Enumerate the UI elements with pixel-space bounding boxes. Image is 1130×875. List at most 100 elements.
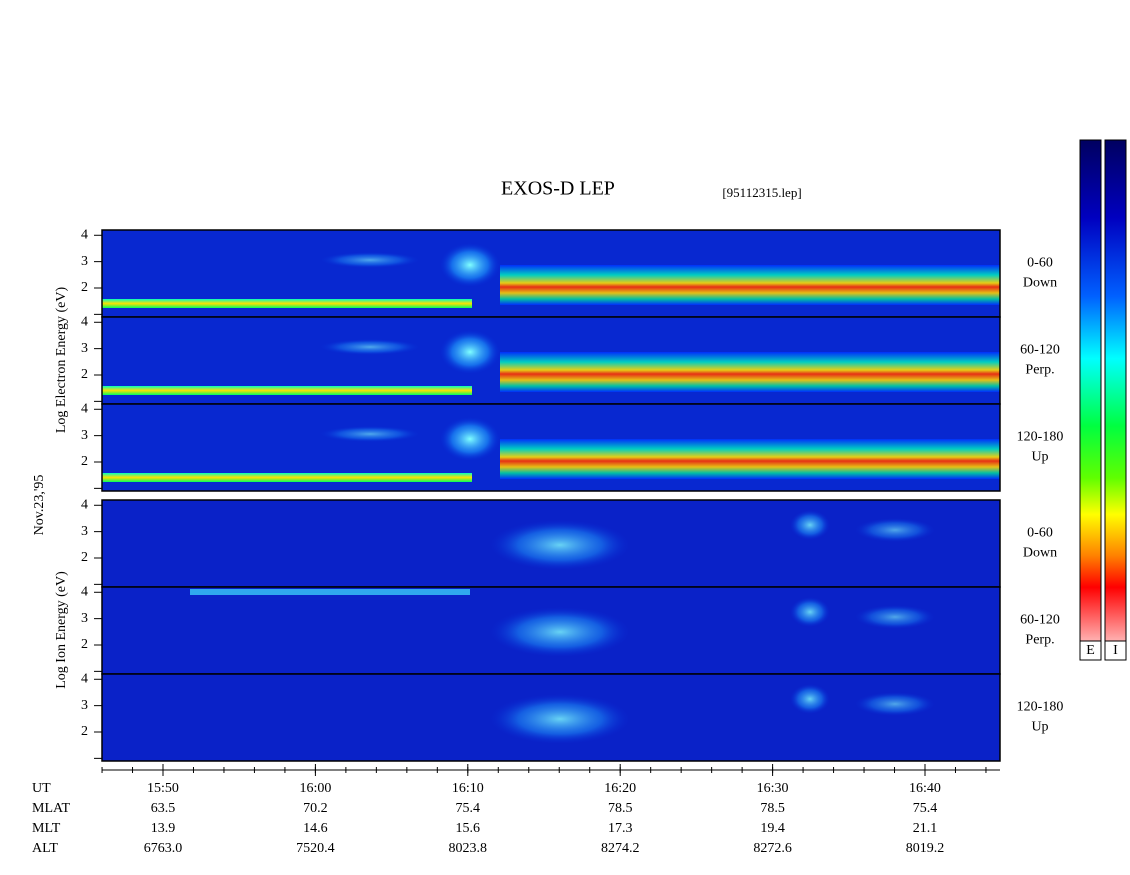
- ephemeris-value: 8019.2: [906, 841, 945, 856]
- ion-feature: [855, 518, 935, 542]
- ephemeris-value: 78.5: [608, 801, 633, 816]
- plasma-band: [500, 439, 1000, 479]
- energy-tick-label: 3: [81, 254, 88, 269]
- ephemeris-value: 16:10: [452, 781, 484, 796]
- diffuse-feature: [320, 252, 420, 268]
- energy-tick-label: 3: [81, 341, 88, 356]
- energy-tick-label: 3: [81, 611, 88, 626]
- color-bars: [1079, 139, 1127, 661]
- ion-feature: [855, 692, 935, 716]
- diffuse-feature: [320, 426, 420, 442]
- ephemeris-value: 19.4: [760, 821, 785, 836]
- color-bar-label: I: [1113, 643, 1118, 658]
- ephemeris-value: 63.5: [151, 801, 176, 816]
- plasma-onset: [440, 243, 500, 287]
- energy-tick-label: 2: [81, 724, 88, 739]
- energy-tick-label: 2: [81, 280, 88, 295]
- ephemeris-value: 6763.0: [144, 841, 183, 856]
- angle-range-label: 60-120: [1020, 613, 1060, 628]
- ephemeris-row-label: MLT: [32, 821, 61, 836]
- ephemeris-value: 16:40: [909, 781, 941, 796]
- plasma-onset: [440, 330, 500, 374]
- plasma-band: [500, 265, 1000, 305]
- angle-range-label: 60-120: [1020, 343, 1060, 358]
- angle-range-label: 0-60: [1027, 256, 1053, 271]
- title: EXOS-D LEP: [501, 178, 615, 200]
- energy-tick-label: 2: [81, 454, 88, 469]
- ephemeris-value: 75.4: [456, 801, 481, 816]
- color-bar-label-box: [1079, 640, 1102, 661]
- ephemeris-value: 17.3: [608, 821, 633, 836]
- angle-direction-label: Up: [1031, 450, 1048, 465]
- color-bar-label: E: [1086, 643, 1095, 658]
- spectrogram-panel: [101, 403, 1001, 492]
- energy-tick-label: 4: [81, 671, 88, 686]
- ion-feature: [855, 605, 935, 629]
- angle-direction-label: Perp.: [1025, 633, 1054, 648]
- color-bar: [1104, 139, 1127, 661]
- ephemeris-value: 13.9: [151, 821, 176, 836]
- plasma-onset: [440, 417, 500, 461]
- ephemeris-value: 21.1: [913, 821, 938, 836]
- spectrogram-panel: [101, 499, 1001, 588]
- spectrogram-panel: [101, 673, 1001, 762]
- energy-tick-label: 4: [81, 584, 88, 599]
- date-label: Nov.23,'95: [32, 475, 47, 536]
- angle-direction-label: Up: [1031, 720, 1048, 735]
- spectrogram-panel: [101, 316, 1001, 405]
- file-name: [95112315.lep]: [722, 185, 801, 200]
- ephemeris-value: 7520.4: [296, 841, 335, 856]
- panel-frame: [101, 673, 1001, 762]
- ephemeris-value: 8274.2: [601, 841, 640, 856]
- energy-tick-label: 3: [81, 524, 88, 539]
- ion-feature: [790, 684, 830, 714]
- angle-range-label: 120-180: [1017, 700, 1064, 715]
- electron-axis-label: Log Electron Energy (eV): [54, 287, 69, 434]
- ion-feature: [490, 694, 630, 744]
- diffuse-feature: [320, 339, 420, 355]
- angle-range-label: 120-180: [1017, 430, 1064, 445]
- energy-tick-label: 3: [81, 428, 88, 443]
- energy-tick-label: 4: [81, 314, 88, 329]
- energy-tick-label: 4: [81, 497, 88, 512]
- energy-tick-label: 4: [81, 227, 88, 242]
- plasma-band: [500, 352, 1000, 392]
- ion-feature: [490, 607, 630, 657]
- angle-direction-label: Perp.: [1025, 363, 1054, 378]
- ion-feature: [490, 520, 630, 570]
- energy-tick-label: 4: [81, 401, 88, 416]
- color-bar-label-box: [1104, 640, 1127, 661]
- spectrogram-panel: [101, 586, 1001, 675]
- angle-range-label: 0-60: [1027, 526, 1053, 541]
- ion-axis-label: Log Ion Energy (eV): [54, 571, 69, 689]
- ephemeris-value: 16:20: [604, 781, 636, 796]
- ion-feature: [790, 510, 830, 540]
- ephemeris-value: 75.4: [913, 801, 938, 816]
- angle-direction-label: Down: [1023, 546, 1057, 561]
- ephemeris-row-label: MLAT: [32, 801, 71, 816]
- energy-tick-label: 2: [81, 367, 88, 382]
- ephemeris-value: 16:00: [299, 781, 331, 796]
- ephemeris-value: 8272.6: [753, 841, 792, 856]
- ephemeris-value: 78.5: [760, 801, 785, 816]
- ion-feature: [790, 597, 830, 627]
- low-energy-band: [102, 386, 472, 395]
- low-energy-band: [102, 473, 472, 482]
- energy-tick-label: 2: [81, 637, 88, 652]
- color-bar: [1079, 139, 1102, 661]
- ephemeris-row-label: UT: [32, 781, 51, 796]
- ephemeris-value: 16:30: [757, 781, 789, 796]
- ion-streak: [190, 589, 470, 595]
- low-energy-band: [102, 299, 472, 308]
- ephemeris-value: 8023.8: [449, 841, 488, 856]
- ephemeris-value: 14.6: [303, 821, 328, 836]
- ephemeris-value: 15.6: [456, 821, 481, 836]
- spectrogram-panel: [101, 229, 1001, 318]
- angle-direction-label: Down: [1023, 276, 1057, 291]
- energy-tick-label: 3: [81, 698, 88, 713]
- panel-frame: [101, 403, 1001, 492]
- ephemeris-row-label: ALT: [32, 841, 58, 856]
- ephemeris-value: 70.2: [303, 801, 328, 816]
- energy-tick-label: 2: [81, 550, 88, 565]
